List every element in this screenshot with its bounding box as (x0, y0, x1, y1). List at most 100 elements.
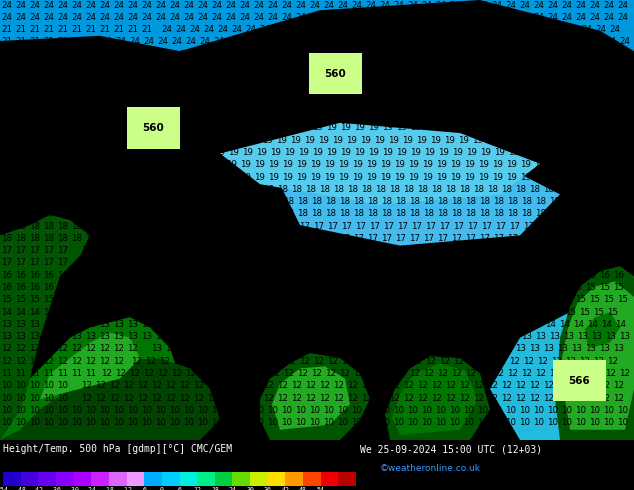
Text: 20: 20 (72, 111, 82, 120)
Text: 30: 30 (246, 487, 254, 490)
Text: 24: 24 (15, 0, 27, 10)
Text: 19: 19 (583, 136, 595, 145)
Text: 12: 12 (510, 357, 521, 366)
Text: 15: 15 (548, 295, 559, 304)
Text: 17: 17 (172, 234, 183, 243)
Text: 20: 20 (113, 74, 124, 83)
Text: 14: 14 (531, 320, 543, 329)
Text: 16: 16 (347, 271, 358, 280)
Text: 18: 18 (446, 185, 456, 194)
Text: 12: 12 (172, 369, 183, 378)
Text: 15: 15 (183, 295, 195, 304)
Text: 13: 13 (15, 332, 27, 341)
Text: 14: 14 (238, 320, 249, 329)
Text: 18: 18 (550, 209, 560, 219)
Text: 21: 21 (243, 74, 254, 83)
Text: 12: 12 (230, 357, 240, 366)
Text: 21: 21 (453, 74, 465, 83)
Text: 20: 20 (72, 99, 82, 108)
Text: 15: 15 (571, 283, 583, 292)
Text: 19: 19 (172, 148, 183, 157)
Text: 24: 24 (257, 50, 269, 59)
Text: 21: 21 (72, 37, 82, 47)
Text: 19: 19 (268, 172, 278, 181)
Text: 12: 12 (586, 381, 597, 390)
Text: 19: 19 (522, 123, 533, 132)
Text: 19: 19 (100, 136, 110, 145)
Text: 14: 14 (1, 308, 13, 317)
Text: 24: 24 (455, 62, 467, 71)
Text: 15: 15 (432, 283, 443, 292)
Text: 24: 24 (204, 25, 214, 34)
Text: 20: 20 (86, 123, 96, 132)
Text: 17: 17 (614, 246, 624, 255)
Text: 21: 21 (384, 74, 394, 83)
Text: 24: 24 (470, 25, 481, 34)
Text: 18: 18 (15, 209, 27, 219)
Text: 16: 16 (543, 271, 555, 280)
Text: 17: 17 (356, 221, 366, 231)
Text: 19: 19 (129, 111, 141, 120)
Text: 20: 20 (342, 111, 353, 120)
Text: 12: 12 (398, 357, 408, 366)
Bar (268, 472, 285, 486)
Text: 16: 16 (344, 259, 354, 268)
Text: 19: 19 (534, 160, 545, 169)
Text: 10: 10 (58, 381, 68, 390)
Text: 18: 18 (86, 209, 96, 219)
Polygon shape (392, 363, 478, 435)
Text: 18: 18 (600, 185, 611, 194)
Text: 12: 12 (524, 357, 534, 366)
Text: 20: 20 (230, 111, 240, 120)
Text: 12: 12 (375, 393, 387, 403)
Text: 21: 21 (86, 25, 96, 34)
Text: 24: 24 (425, 50, 436, 59)
Text: 18: 18 (451, 209, 462, 219)
Text: 17: 17 (186, 234, 197, 243)
Text: 21: 21 (271, 74, 283, 83)
Text: 19: 19 (309, 160, 320, 169)
Text: 20: 20 (165, 50, 176, 59)
Text: 18: 18 (101, 221, 112, 231)
Text: 24: 24 (100, 0, 110, 10)
Text: 19: 19 (576, 172, 586, 181)
Text: 14: 14 (349, 320, 361, 329)
Text: 17: 17 (375, 246, 387, 255)
Text: 13: 13 (361, 344, 373, 353)
Text: 18: 18 (152, 185, 162, 194)
Text: 21: 21 (538, 74, 548, 83)
Text: 24: 24 (337, 0, 349, 10)
Text: 19: 19 (493, 148, 505, 157)
Text: 14: 14 (209, 320, 221, 329)
Text: 19: 19 (368, 148, 378, 157)
Text: 15: 15 (152, 283, 162, 292)
Text: 12: 12 (368, 369, 378, 378)
Text: 11: 11 (44, 369, 55, 378)
Text: 19: 19 (101, 148, 112, 157)
Text: 15: 15 (309, 295, 321, 304)
Text: 14: 14 (30, 308, 41, 317)
Text: 17: 17 (257, 221, 269, 231)
Text: 18: 18 (368, 197, 378, 206)
Text: 24: 24 (330, 25, 340, 34)
Text: 13: 13 (58, 332, 68, 341)
Text: 13: 13 (127, 320, 138, 329)
Text: 12: 12 (113, 357, 124, 366)
Text: 24: 24 (439, 50, 451, 59)
Text: 12: 12 (228, 369, 238, 378)
Text: 24: 24 (564, 37, 574, 47)
Text: 20: 20 (389, 87, 401, 96)
Text: 36: 36 (264, 487, 272, 490)
Text: 21: 21 (131, 74, 143, 83)
Text: 24: 24 (398, 50, 408, 59)
Text: 12: 12 (283, 369, 295, 378)
Text: 18: 18 (536, 209, 547, 219)
Text: 21: 21 (30, 50, 41, 59)
Text: 14: 14 (86, 308, 96, 317)
Text: 12: 12 (15, 357, 27, 366)
Text: 15: 15 (566, 308, 576, 317)
Text: 20: 20 (216, 111, 226, 120)
Text: 17: 17 (370, 221, 380, 231)
Text: 17: 17 (578, 234, 588, 243)
Text: 18: 18 (172, 221, 183, 231)
